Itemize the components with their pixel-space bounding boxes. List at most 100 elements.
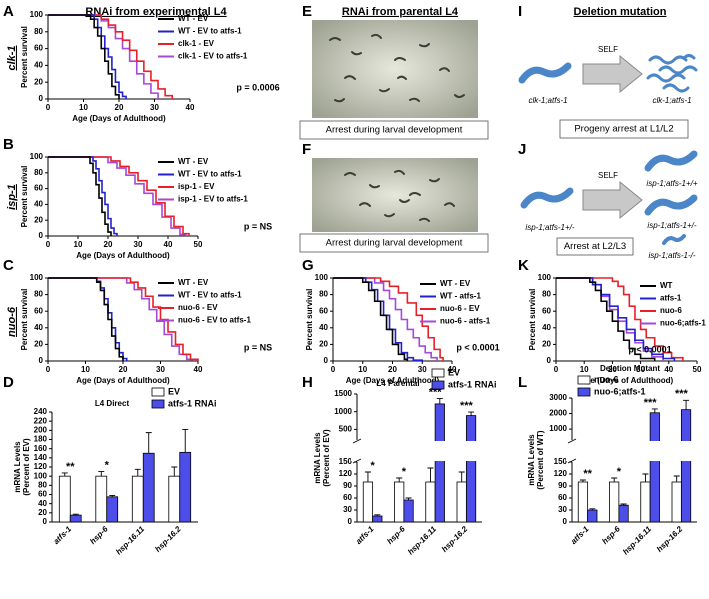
chart-title: L4 Parental bbox=[376, 379, 419, 388]
legend-swatch bbox=[577, 387, 591, 397]
y-tick-label: 120 bbox=[339, 469, 353, 478]
self-label: SELF bbox=[598, 171, 618, 180]
x-tick-label: 20 bbox=[119, 365, 128, 374]
genotype: isp-1;atfs-1+/+ bbox=[646, 179, 697, 188]
y-tick-label: 100 bbox=[34, 471, 48, 480]
y-tick-label: 180 bbox=[34, 435, 48, 444]
bar bbox=[609, 481, 620, 523]
error-bar bbox=[683, 399, 690, 410]
y-tick-label: 0 bbox=[39, 356, 44, 365]
legend-swatch bbox=[431, 380, 445, 390]
x-tick-label: 30 bbox=[418, 365, 427, 374]
y-tick-label: 80 bbox=[34, 168, 43, 177]
caption: Arrest during larval development bbox=[326, 125, 463, 136]
x-tick-label: 30 bbox=[156, 365, 165, 374]
legend-label: WT - EV bbox=[178, 278, 209, 287]
header: RNAi from experimental L4 bbox=[85, 6, 227, 18]
bar bbox=[618, 504, 629, 523]
y-tick-label: 20 bbox=[38, 508, 47, 517]
x-axis-label: Age (Days of Adulthood) bbox=[76, 376, 170, 385]
y-axis-label: mRNA Levels bbox=[527, 434, 536, 486]
y-tick-label: 150 bbox=[339, 457, 353, 466]
error-bar bbox=[579, 479, 586, 482]
x-tick-label: 10 bbox=[580, 365, 589, 374]
survival-curve bbox=[48, 156, 190, 236]
panel-letter: H bbox=[302, 374, 313, 391]
significance: * bbox=[105, 459, 110, 471]
error-bar bbox=[374, 514, 381, 516]
bar bbox=[577, 481, 589, 523]
genotype: isp-1;atfs-1+/- bbox=[525, 223, 574, 232]
y-tick-label: 0 bbox=[348, 517, 353, 526]
legend-label: WT - EV bbox=[440, 279, 471, 288]
survival-curve bbox=[556, 277, 656, 361]
y-tick-label: 20 bbox=[34, 340, 43, 349]
panel-letter: F bbox=[302, 141, 311, 158]
y-tick-label: 1000 bbox=[549, 424, 567, 433]
significance: *** bbox=[429, 387, 443, 399]
y-axis-label: Percent survival bbox=[305, 289, 314, 351]
y-tick-label: 90 bbox=[343, 481, 352, 490]
y-axis-label: Percent survival bbox=[20, 166, 29, 228]
survival-curve bbox=[556, 277, 676, 361]
y-tick-label: 1500 bbox=[334, 389, 352, 398]
legend-label: clk-1 - EV to atfs-1 bbox=[178, 52, 248, 61]
error-bar bbox=[427, 467, 434, 482]
bar bbox=[372, 515, 383, 523]
caption: Progeny arrest at L1/L2 bbox=[574, 124, 673, 135]
legend-swatch bbox=[431, 368, 445, 378]
worm bbox=[644, 194, 698, 216]
survival-curve bbox=[48, 277, 124, 361]
legend-label: isp-1 - EV to atfs-1 bbox=[178, 195, 248, 204]
photo bbox=[312, 158, 478, 232]
error-bar bbox=[651, 408, 658, 413]
arrow bbox=[582, 180, 643, 220]
bar bbox=[649, 412, 660, 523]
error-bar bbox=[98, 471, 105, 477]
x-tick-label: 30 bbox=[134, 240, 143, 249]
significance: * bbox=[402, 466, 407, 478]
x-tick-label: 40 bbox=[194, 365, 203, 374]
panel-letter: B bbox=[3, 136, 14, 153]
error-bar bbox=[182, 428, 189, 453]
bar bbox=[434, 403, 445, 523]
y-tick-label: 40 bbox=[34, 200, 43, 209]
legend-swatch bbox=[151, 399, 165, 409]
y-tick-label: 80 bbox=[542, 290, 551, 299]
y-tick-label: 60 bbox=[38, 490, 47, 499]
legend-swatch bbox=[151, 387, 165, 397]
x-tick-label: hsp-16.11 bbox=[114, 524, 146, 556]
y-tick-label: 160 bbox=[34, 444, 48, 453]
y-axis-label: Percent survival bbox=[20, 289, 29, 351]
x-tick-label: hsp-6 bbox=[88, 524, 110, 546]
x-tick-label: 30 bbox=[636, 365, 645, 374]
legend-label: nuo-6 - EV bbox=[440, 304, 480, 313]
y-tick-label: 20 bbox=[34, 77, 43, 86]
y-tick-label: 120 bbox=[554, 469, 568, 478]
bar bbox=[58, 475, 71, 523]
p-value: p < 0.0001 bbox=[456, 342, 499, 352]
self-label: SELF bbox=[598, 45, 618, 54]
y-tick-label: 100 bbox=[315, 273, 329, 282]
x-tick-label: hsp-16.2 bbox=[440, 524, 470, 554]
genotype: clk-1;atfs-1 bbox=[528, 96, 567, 105]
error-bar bbox=[72, 513, 79, 516]
y-tick-label: 60 bbox=[34, 44, 43, 53]
worm bbox=[644, 150, 698, 172]
panel-letter: K bbox=[518, 257, 529, 274]
x-axis-label: Age (Days of Adulthood) bbox=[72, 114, 166, 123]
x-tick-label: 0 bbox=[554, 365, 559, 374]
error-bar bbox=[171, 466, 178, 477]
y-tick-label: 80 bbox=[34, 290, 43, 299]
header: RNAi from parental L4 bbox=[342, 6, 459, 18]
y-tick-label: 0 bbox=[547, 356, 552, 365]
x-tick-label: atfs-1 bbox=[354, 524, 376, 546]
y-tick-label: 40 bbox=[34, 61, 43, 70]
significance: ** bbox=[583, 468, 592, 480]
worm bbox=[520, 187, 574, 209]
y-tick-label: 80 bbox=[38, 480, 47, 489]
caption-box bbox=[299, 233, 489, 253]
bar bbox=[142, 452, 155, 523]
bar bbox=[403, 499, 414, 523]
axis-break bbox=[566, 441, 699, 461]
